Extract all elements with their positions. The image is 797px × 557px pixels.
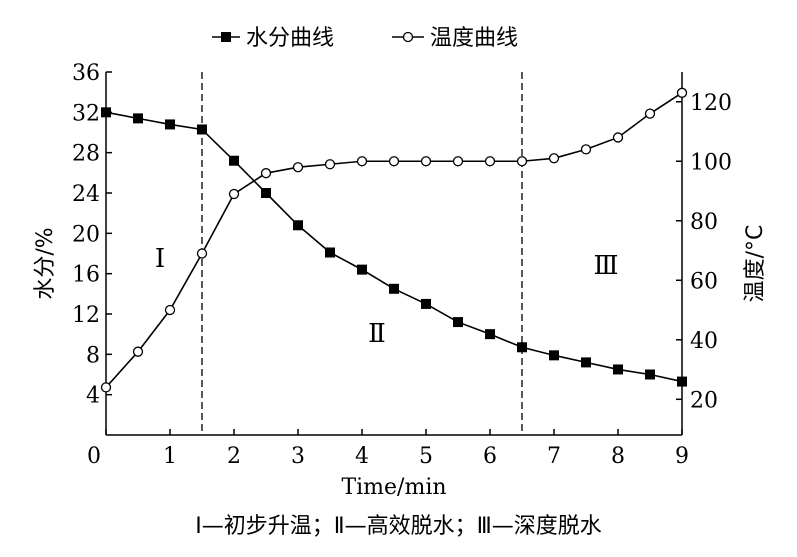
region-label: Ⅱ (368, 319, 386, 349)
series-layer (100, 87, 688, 393)
y-left-tick-label: 20 (72, 222, 100, 247)
y-axis-right-label: 温度/°C (743, 225, 768, 303)
y-left-tick-label: 28 (72, 142, 100, 167)
moisture-point (613, 364, 623, 375)
moisture-point (677, 376, 687, 387)
y-right-tick-label: 40 (690, 329, 718, 354)
moisture-point (517, 342, 527, 353)
x-tick-label: 0 (87, 444, 101, 469)
temperature-point (548, 153, 560, 164)
moisture-point (101, 107, 111, 118)
y-right-tick-label: 20 (690, 388, 718, 413)
region-label: Ⅰ (155, 244, 165, 274)
y-left-tick-label: 24 (72, 182, 100, 207)
moisture-point (229, 155, 239, 166)
legend-marker-square (221, 32, 231, 42)
moisture-point (293, 220, 303, 231)
x-axis-label: Time/min (341, 475, 446, 500)
legend-label-2: 温度曲线 (430, 26, 518, 51)
x-tick-label: 2 (227, 444, 241, 469)
chart-caption: Ⅰ—初步升温；Ⅱ—高效脱水；Ⅲ—深度脱水 (195, 514, 602, 539)
series-line-2 (105, 92, 683, 388)
x-tick-label: 3 (291, 444, 305, 469)
y-axis-left-label: 水分/% (33, 227, 58, 299)
moisture-point (165, 119, 175, 130)
temperature-point (228, 188, 240, 200)
series-line-1 (105, 111, 683, 383)
y-left-tick-label: 12 (72, 303, 100, 328)
moisture-point (261, 188, 271, 198)
y-right-tick-label: 60 (690, 269, 718, 294)
legend-label-1: 水分曲线 (246, 26, 334, 51)
temperature-point (420, 156, 432, 167)
x-tick-label: 4 (355, 444, 369, 469)
temperature-point (516, 156, 528, 167)
region-dividers (201, 72, 523, 435)
x-tick-label: 6 (483, 444, 497, 469)
region-labels: Ⅰ Ⅱ Ⅲ (155, 244, 619, 349)
moisture-point (581, 357, 591, 368)
y-right-tick-label: 80 (690, 210, 718, 235)
temperature-point (260, 168, 272, 179)
temperature-point (196, 248, 208, 259)
y-left-tick-label: 8 (86, 343, 100, 368)
x-tick-label: 1 (163, 444, 177, 469)
x-tick-label: 7 (547, 444, 561, 469)
temperature-point (644, 108, 656, 119)
y-left-tick-label: 16 (72, 263, 100, 288)
legend-marker-circle (402, 31, 414, 43)
legend: 水分曲线 温度曲线 (212, 26, 518, 51)
moisture-point (357, 264, 367, 275)
moisture-point (421, 298, 431, 309)
temperature-point (676, 87, 688, 98)
temperature-point (292, 162, 304, 173)
temperature-point (132, 346, 144, 357)
temperature-point (388, 156, 400, 167)
y-left-tick-label: 32 (72, 101, 100, 126)
moisture-point (389, 283, 399, 294)
region-label: Ⅲ (593, 251, 618, 281)
moisture-point (645, 369, 655, 380)
temperature-point (164, 304, 176, 316)
y-left-tick-label: 4 (86, 384, 100, 409)
moisture-point (549, 350, 559, 361)
temperature-point (484, 156, 496, 167)
x-tick-label: 5 (419, 444, 433, 469)
moisture-point (133, 113, 143, 124)
x-tick-label: 8 (611, 444, 625, 469)
temperature-point (612, 132, 624, 143)
y-right-tick-label: 120 (690, 91, 732, 116)
y-left-tick-label: 36 (72, 61, 100, 86)
temperature-point (452, 156, 464, 167)
temperature-point (100, 382, 112, 393)
moisture-point (325, 247, 335, 258)
temperature-point (356, 156, 368, 167)
moisture-point (197, 124, 207, 135)
temperature-point (580, 144, 592, 155)
x-tick-label: 9 (675, 444, 689, 469)
temperature-point (324, 159, 336, 170)
moisture-point (453, 317, 463, 328)
moisture-point (485, 329, 495, 340)
y-right-tick-label: 100 (690, 150, 732, 175)
